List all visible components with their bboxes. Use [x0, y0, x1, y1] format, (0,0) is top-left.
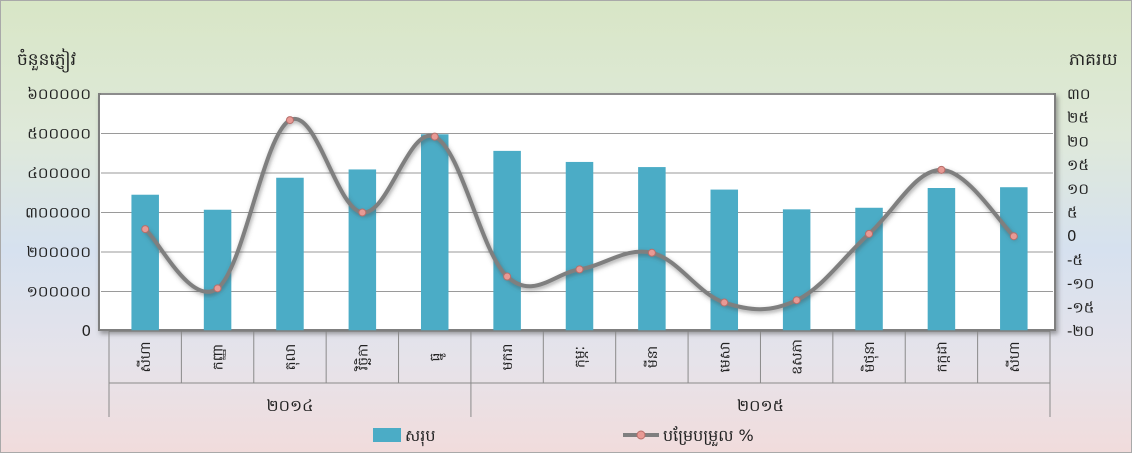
category-label: កក្កដា: [934, 341, 950, 372]
y-axis-right: -២០ -១៥ -១០ -៥ 0 ៥ ១០ ១៥ ២០ ២៥ ៣០: [1067, 85, 1094, 340]
bar: [855, 207, 883, 331]
y-left-tick-label: ១០០០០០: [27, 283, 91, 301]
y-right-tick-label: -១០: [1067, 275, 1094, 293]
bar: [203, 209, 232, 331]
line-point: [937, 165, 946, 174]
bar: [276, 177, 304, 331]
y-left-tick-label: ៥០០០០០: [27, 125, 91, 143]
y-axis-left: 0 ១០០០០០ ២០០០០០ ៣០០០០០ ៤០០០០០ ៥០០០០០ ៦០០០០០: [25, 85, 91, 340]
category-label: ឧសភា: [790, 339, 806, 375]
category-label: កញ្ញា: [211, 344, 227, 370]
bar: [131, 194, 159, 331]
line-point: [720, 298, 729, 307]
category-label: មេសា: [717, 341, 733, 372]
line-point: [358, 208, 367, 217]
y-right-tick-label: 0: [1067, 227, 1077, 245]
y-right-tick-label: ២៥: [1067, 109, 1089, 127]
category-label: សីហា: [1005, 341, 1023, 372]
y-right-tick-label: -៥: [1067, 251, 1083, 269]
bar: [710, 189, 739, 331]
line-point: [141, 225, 150, 234]
category-label: សីហា: [136, 341, 154, 372]
line-point: [1009, 232, 1018, 241]
line-point: [213, 284, 222, 293]
category-label: មករា: [500, 344, 516, 371]
bar: [565, 161, 594, 331]
bar: [1000, 187, 1028, 331]
legend-swatch-marker: [636, 430, 646, 440]
bar: [493, 150, 521, 331]
y-left-tick-label: ៦០០០០០: [27, 85, 91, 103]
bar: [348, 169, 377, 331]
y-right-tick-label: ១៥: [1067, 156, 1089, 174]
y-right-tick-label: -២០: [1067, 322, 1094, 340]
y-right-tick-label: ៥: [1067, 204, 1078, 222]
y-left-tick-label: 0: [81, 322, 91, 340]
line-point: [647, 248, 656, 257]
y-right-tick-label: -១៥: [1067, 298, 1094, 316]
y-right-tick-label: ១០: [1067, 180, 1089, 198]
line-point: [792, 296, 801, 305]
y-right-tick-label: ៣០: [1067, 85, 1090, 103]
y-left-tick-label: ៤០០០០០: [27, 164, 91, 182]
bar: [420, 134, 449, 331]
legend-label-line: បម្រែបម្រួល %: [663, 426, 754, 447]
bar: [927, 188, 956, 331]
y-left-tick-label: ៣០០០០០: [25, 204, 91, 222]
category-label: តុលា: [283, 344, 300, 371]
line-point: [285, 116, 294, 125]
category-label: មីនា: [643, 346, 661, 368]
line-point: [575, 265, 584, 274]
x-axis-categories: សីហា កញ្ញា តុលា វិច្ឆិកា ធ្នូ មករា កុម្ភៈ មីនា ម…: [108, 330, 1051, 417]
legend-swatch-bar: [373, 428, 401, 442]
year-group-label: ២០១៤: [267, 396, 314, 415]
y-axis-left-title: ចំនួនភ្ញៀវ: [17, 48, 76, 73]
y-axis-right-title: ភាគរយ: [1069, 50, 1118, 70]
bar-series: [131, 134, 1028, 331]
year-group-label: ២០១៥: [737, 396, 784, 415]
gridlines: [101, 93, 1053, 292]
line-series: [141, 116, 1018, 312]
legend-label-bar: សរុប: [405, 426, 435, 447]
line-point: [430, 132, 439, 141]
category-label: មិថុនា: [860, 341, 879, 372]
bar: [782, 209, 811, 331]
category-label: វិច្ឆិកា: [353, 344, 371, 372]
legend: សរុប បម្រែបម្រួល %: [373, 426, 754, 447]
y-right-tick-label: ២០: [1067, 132, 1089, 150]
category-label: ធ្នូ: [428, 353, 447, 362]
y-left-tick-label: ២០០០០០: [27, 243, 91, 261]
line-point: [865, 229, 874, 238]
category-label: កុម្ភៈ: [573, 346, 590, 368]
line-point: [503, 272, 512, 281]
